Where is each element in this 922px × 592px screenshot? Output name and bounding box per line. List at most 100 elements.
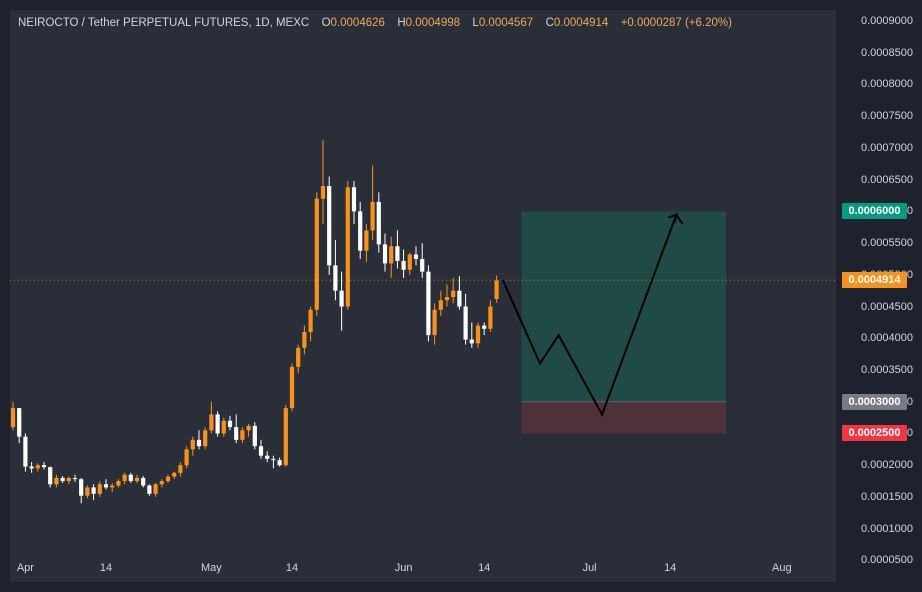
candle-body-65	[413, 254, 419, 259]
candle-body-20	[134, 477, 140, 482]
candle-body-64	[407, 254, 412, 270]
candle-body-59	[376, 201, 381, 245]
candle-body-0	[10, 408, 16, 428]
candle-body-75	[475, 325, 481, 344]
candle-body-38	[246, 425, 251, 431]
candle-body-63	[401, 260, 406, 270]
candle-body-36	[234, 427, 239, 440]
time-tick-label: Jul	[582, 562, 597, 574]
candle-body-41	[265, 455, 270, 459]
entry-price-tag: 0.0003000	[842, 393, 907, 410]
candle-body-35	[227, 420, 233, 428]
candle-body-31	[203, 430, 208, 447]
candle-body-37	[240, 430, 245, 440]
candle-body-6	[48, 467, 53, 485]
candle-body-28	[184, 449, 189, 466]
candle-body-24	[159, 481, 164, 485]
price-tick-label: 0.0009000	[861, 15, 913, 27]
candle-body-7	[54, 477, 59, 485]
time-tick-label: 14	[664, 562, 677, 574]
candle-body-60	[382, 244, 388, 264]
candle-body-17	[116, 481, 121, 486]
candle-body-25	[165, 476, 171, 482]
legend-low-label: L	[472, 17, 479, 29]
candle-body-48	[308, 309, 313, 332]
candle-body-67	[426, 271, 431, 336]
price-tick-label: 0.0008000	[861, 78, 913, 91]
candle-body-23	[153, 484, 158, 494]
target-price-tag: 0.0006000	[842, 203, 907, 220]
candle-body-18	[122, 474, 127, 482]
time-tick-label: 14	[285, 562, 299, 574]
candle-body-11	[79, 479, 84, 496]
candle-body-62	[395, 246, 400, 261]
chart-legend: NEIROCTO / Tether PERPETUAL FUTURES, 1D,…	[18, 17, 732, 29]
forecast-arrowhead	[668, 212, 678, 223]
legend-high-label: H	[397, 17, 406, 29]
price-tick-label: 0.0008500	[861, 46, 913, 59]
candle-body-13	[91, 487, 96, 494]
candle-body-71	[451, 290, 456, 298]
candle-body-42	[271, 458, 276, 461]
candle-body-8	[60, 477, 65, 482]
candle-body-70	[444, 297, 450, 301]
candle-body-26	[172, 472, 177, 477]
legend-low-value: 0.0004567	[478, 17, 534, 29]
plot-area[interactable]	[10, 10, 836, 582]
legend-close-label: C	[545, 17, 554, 29]
price-tick-label: 0.0005500	[861, 237, 913, 250]
candle-body-4	[35, 465, 40, 469]
candle-body-30	[196, 439, 202, 447]
candle-body-49	[314, 198, 319, 310]
legend-close-value: 0.0004914	[553, 17, 609, 29]
candle-body-61	[389, 246, 394, 264]
candle-body-21	[141, 477, 146, 486]
candle-body-32	[209, 414, 214, 431]
candle-body-57	[364, 230, 369, 251]
time-tick-label: May	[201, 562, 222, 574]
candle-body-52	[333, 265, 338, 291]
candle-body-1	[17, 408, 22, 437]
candle-body-44	[283, 408, 288, 466]
candlestick-plot[interactable]	[10, 10, 836, 582]
forecast-path	[501, 212, 684, 417]
time-tick-label: Apr	[16, 562, 34, 574]
candle-body-27	[178, 465, 183, 473]
candle-body-76	[482, 325, 487, 329]
candle-body-29	[190, 439, 195, 450]
candle-body-45	[289, 366, 295, 409]
candle-body-19	[128, 474, 133, 482]
candle-body-53	[339, 290, 344, 307]
price-tick-label: 0.0001500	[861, 490, 913, 503]
candle-body-15	[103, 484, 109, 488]
candle-body-56	[358, 211, 363, 251]
candle-body-50	[320, 185, 326, 199]
candle-body-74	[469, 339, 474, 344]
candle-body-2	[23, 436, 28, 467]
legend-change: +0.0000287 (+6.20%)	[620, 17, 732, 29]
candle-body-34	[221, 420, 226, 434]
time-axis[interactable]: Apr 14 May 14 Jun 14 Jul 14 Aug	[10, 560, 836, 582]
candle-body-39	[252, 425, 257, 447]
price-tick-label: 0.0001000	[861, 522, 913, 535]
candle-body-14	[97, 484, 102, 494]
candle-body-43	[277, 460, 282, 466]
candle-body-58	[370, 201, 375, 231]
price-tick-label: 0.0004500	[861, 300, 913, 313]
price-axis[interactable]: 0.0000500 0.0001000 0.0001500 0.0002000 0.00…	[836, 0, 922, 592]
candle-body-12	[85, 487, 90, 496]
price-tick-label: 0.0006500	[861, 173, 913, 186]
candle-body-46	[296, 347, 301, 367]
legend-open-label: O	[321, 17, 331, 29]
candle-body-47	[302, 331, 307, 348]
profit-zone	[521, 211, 726, 402]
candle-body-22	[147, 485, 152, 494]
time-tick-label: 14	[99, 562, 113, 574]
candle-body-54	[345, 187, 350, 307]
candle-body-9	[66, 477, 71, 482]
candle-body-51	[327, 185, 332, 266]
candle-body-10	[72, 477, 78, 480]
price-tick-label: 0.0007000	[861, 141, 913, 154]
legend-open-value: 0.0004626	[330, 17, 385, 29]
